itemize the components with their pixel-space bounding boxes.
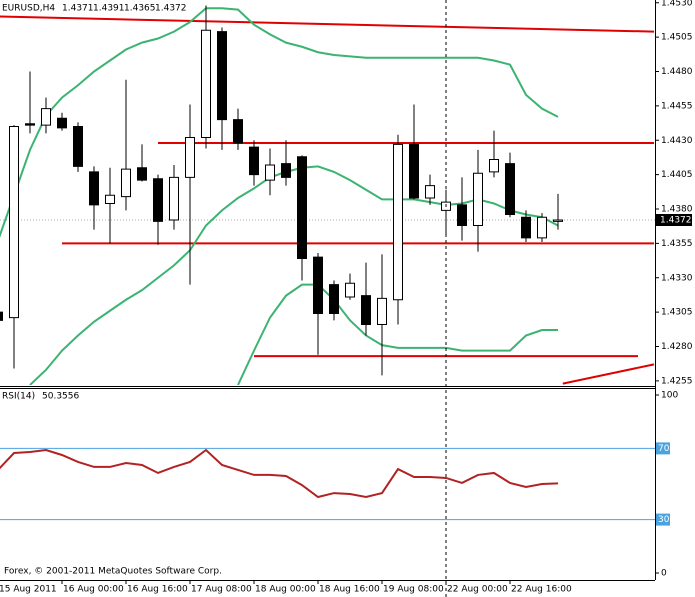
candle-body bbox=[409, 143, 419, 199]
y-tick-label: 1.4505 bbox=[661, 33, 693, 43]
candle-body bbox=[537, 216, 547, 239]
candle-body bbox=[265, 164, 275, 181]
candle-body bbox=[169, 176, 179, 221]
rsi-level-label: 70 bbox=[658, 444, 670, 454]
candle-body bbox=[361, 295, 371, 325]
candle-body bbox=[105, 194, 115, 204]
y-tick-label: 1.4305 bbox=[661, 308, 693, 318]
candle-body bbox=[249, 146, 259, 176]
y-tick-label: 1.4430 bbox=[661, 136, 693, 146]
candle-body bbox=[489, 159, 499, 173]
header: EURUSD,H4 RSI(14) Forex, © 2001-2011 Met… bbox=[2, 4, 222, 577]
y-tick-label: 1.4530 bbox=[661, 0, 693, 8]
header-value: 1.4365 bbox=[124, 4, 156, 14]
y-tick-label: 1.4380 bbox=[661, 205, 693, 215]
candle-body bbox=[425, 185, 435, 199]
header-value: 1.4391 bbox=[93, 4, 125, 14]
x-tick-label: 19 Aug 08:00 bbox=[383, 585, 444, 595]
candle-body bbox=[25, 123, 35, 126]
candle-body bbox=[329, 284, 339, 314]
last-price-label: 1.4372 bbox=[660, 216, 692, 226]
candle-body bbox=[153, 178, 163, 222]
symbol-title: EURUSD,H4 bbox=[2, 4, 55, 14]
candle-body bbox=[313, 256, 323, 314]
y-tick-label: 1.4405 bbox=[661, 170, 693, 180]
candle-body bbox=[521, 216, 531, 239]
y-tick-label: 1.4355 bbox=[661, 239, 693, 249]
candle-body bbox=[505, 163, 515, 215]
bollinger-band bbox=[29, 165, 559, 385]
candle-body bbox=[457, 204, 467, 226]
trendline bbox=[0, 15, 655, 33]
x-tick-label: 22 Aug 00:00 bbox=[447, 585, 508, 595]
x-tick-label: 16 Aug 16:00 bbox=[127, 585, 188, 595]
rsi-panel bbox=[0, 447, 655, 521]
bollinger-band bbox=[0, 7, 559, 238]
main-panel bbox=[0, 5, 655, 385]
header-value: 1.4372 bbox=[155, 4, 187, 14]
rsi-line bbox=[0, 448, 559, 499]
candle-body bbox=[473, 172, 483, 226]
copyright: Forex, © 2001-2011 MetaQuotes Software C… bbox=[4, 567, 222, 577]
header-value: 1.4371 bbox=[62, 4, 94, 14]
candle-body bbox=[233, 119, 243, 144]
rsi-level-tag bbox=[656, 513, 670, 526]
x-tick-label: 16 Aug 00:00 bbox=[63, 585, 124, 595]
bollinger-band bbox=[237, 283, 558, 385]
candle-body bbox=[0, 311, 3, 321]
candle-body bbox=[281, 163, 291, 178]
candle-body bbox=[217, 31, 227, 121]
x-tick-label: 18 Aug 00:00 bbox=[255, 585, 316, 595]
candle-body bbox=[73, 126, 83, 167]
candle-body bbox=[41, 108, 51, 126]
y-tick-label: 100 bbox=[661, 391, 678, 401]
y-tick-label: 0 bbox=[661, 569, 667, 579]
rsi-title: RSI(14) bbox=[2, 392, 35, 402]
x-tick-label: 15 Aug 2011 bbox=[0, 585, 57, 595]
y-tick-label: 1.4330 bbox=[661, 273, 693, 283]
candle-body bbox=[297, 156, 307, 259]
x-tick-label: 17 Aug 08:00 bbox=[191, 585, 252, 595]
y-tick-label: 1.4480 bbox=[661, 67, 693, 77]
candle-body bbox=[9, 126, 19, 319]
x-tick-label: 22 Aug 16:00 bbox=[511, 585, 572, 595]
candle-body bbox=[345, 282, 355, 298]
rsi-current: 50.3556 bbox=[42, 392, 79, 402]
y-tick-label: 1.4280 bbox=[661, 342, 693, 352]
candle-body bbox=[393, 143, 403, 301]
candle-body bbox=[185, 137, 195, 178]
candle-body bbox=[89, 171, 99, 206]
candle-body bbox=[201, 29, 211, 138]
x-tick-label: 18 Aug 16:00 bbox=[319, 585, 380, 595]
candle-body bbox=[377, 297, 387, 325]
rsi-level-tag bbox=[656, 442, 670, 455]
last-price-tag bbox=[656, 214, 692, 226]
candle-body bbox=[121, 168, 131, 198]
y-tick-label: 1.4455 bbox=[661, 101, 693, 111]
candle-body bbox=[553, 219, 563, 222]
trendline bbox=[562, 363, 655, 385]
candle-body bbox=[137, 167, 147, 181]
y-tick-label: 1.4255 bbox=[661, 376, 693, 386]
rsi-level-label: 30 bbox=[658, 515, 670, 525]
candle-body bbox=[57, 117, 67, 129]
